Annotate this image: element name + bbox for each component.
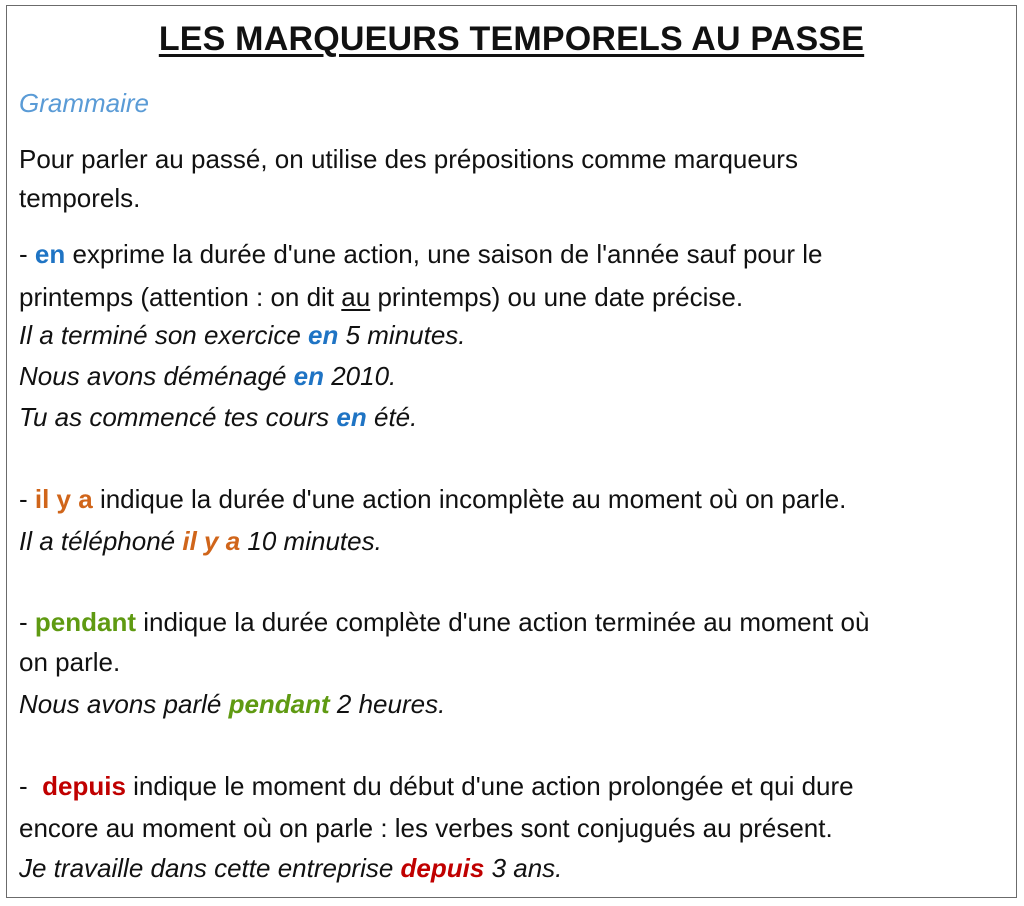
intro-line-1: Pour parler au passé, on utilise des pré… <box>19 144 798 174</box>
en-example-2: Nous avons déménagé en 2010. <box>19 361 397 391</box>
keyword-en: en <box>34 239 66 269</box>
en-example-1: Il a terminé son exercice en 5 minutes. <box>19 320 466 350</box>
pendant-definition-line-2: on parle. <box>19 647 121 677</box>
ilya-example-1: Il a téléphoné il y a 10 minutes. <box>19 526 382 556</box>
keyword-pendant: pendant <box>34 607 136 637</box>
subtitle: Grammaire <box>19 88 150 118</box>
page-title: LES MARQUEURS TEMPORELS AU PASSE <box>158 20 865 58</box>
en-example-3: Tu as commencé tes cours en été. <box>19 402 418 432</box>
pendant-definition-line-1: - pendant indique la durée complète d'un… <box>19 607 870 637</box>
pendant-example-1: Nous avons parlé pendant 2 heures. <box>19 689 446 719</box>
intro-line-2: temporels. <box>19 183 141 213</box>
depuis-definition-line-2: encore au moment où on parle : les verbe… <box>19 813 833 843</box>
ilya-definition-line-1: - il y a indique la durée d'une action i… <box>19 484 847 514</box>
depuis-definition-line-1: - depuis indique le moment du début d'un… <box>19 771 854 801</box>
keyword-il-y-a: il y a <box>34 484 93 514</box>
keyword-depuis: depuis <box>42 771 126 801</box>
en-definition-line-1: - en exprime la durée d'une action, une … <box>19 239 823 269</box>
document-frame: LES MARQUEURS TEMPORELS AU PASSE <box>6 5 1017 898</box>
en-definition-line-2: printemps (attention : on dit au printem… <box>19 282 744 312</box>
depuis-example-1: Je travaille dans cette entreprise depui… <box>19 853 563 883</box>
